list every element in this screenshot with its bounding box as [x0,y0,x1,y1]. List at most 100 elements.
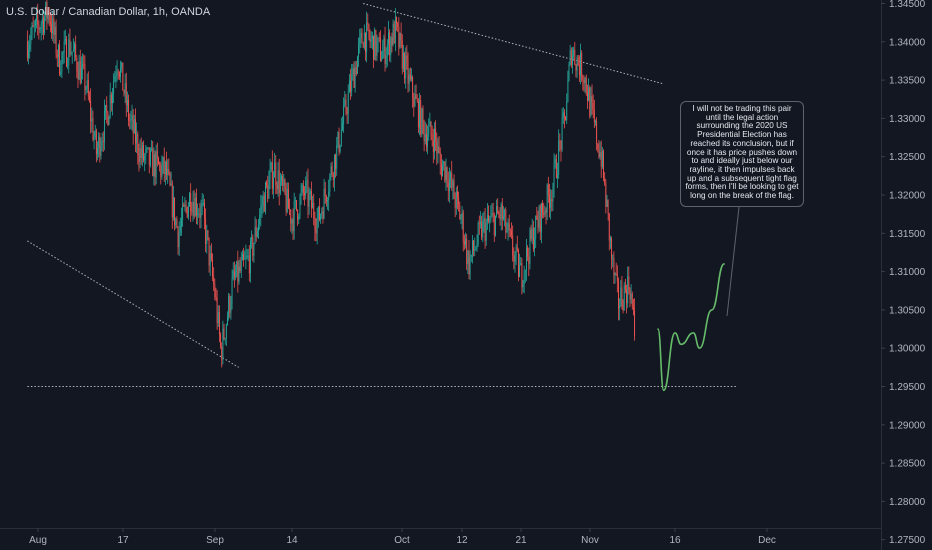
candle-body [132,115,134,134]
trendline[interactable] [363,3,664,85]
candle-body [523,271,525,285]
candle-body [256,231,258,237]
candle-body [516,246,518,250]
price-axis[interactable]: 1.34500 1.34000 1.33500 1.33000 1.32500 1.320… [881,0,926,546]
candle-body [72,49,74,52]
candle-body [459,205,461,220]
candle-body [91,118,93,122]
candle-body [359,36,361,45]
candle-body [260,205,262,215]
candle-body [598,148,600,158]
candle-body [315,229,317,234]
candle-body [419,100,420,128]
candle-body [554,159,556,164]
candle-body [194,197,196,217]
candle-body [496,206,498,216]
callout-pointer [726,206,740,317]
candle-body [48,11,50,21]
candle-body [614,273,616,276]
candle-body [112,93,113,104]
candle-body [542,203,544,213]
candle-body [398,26,400,48]
candle-body [60,72,62,75]
candle-body [229,296,231,313]
annotation-callout[interactable]: I will not be trading this pair until th… [680,101,804,207]
candle-body [601,151,603,167]
candle-body [39,28,41,30]
candle-body [396,17,397,24]
candle-body [615,273,617,274]
candle-body [600,152,602,167]
candle-body [434,128,435,153]
price-tick-label: 1.33500 [889,76,926,87]
candle-body [285,193,287,212]
candle-body [248,255,250,274]
candle-body [186,207,188,218]
candle-body [515,246,517,255]
candle-body [547,184,549,196]
candle-body [526,247,527,270]
candle-body [371,35,373,40]
candle-body [390,37,392,56]
candle-body [358,44,360,58]
price-tick-label: 1.34500 [889,0,926,10]
candle-body [184,205,186,207]
candle-body [46,2,48,19]
candle-body [94,130,96,138]
candle-body [161,165,163,177]
candle-body [268,179,270,199]
candle-body [527,247,529,257]
candle-body [411,77,412,80]
candle-body [584,77,586,84]
candle-body [481,221,483,238]
time-axis[interactable]: Aug 17 Sep 14 Oct 12 21 Nov 16 Dec [29,528,776,546]
candle-body [560,141,562,150]
candle-body [631,293,633,307]
candle-body [316,218,318,234]
candle-body [384,37,386,64]
candle-body [83,63,85,65]
candle-body [294,200,296,201]
candle-body [501,204,503,219]
candle-body [514,254,516,262]
candle-body [567,79,569,102]
price-tick-label: 1.32000 [889,191,926,202]
candle-body [432,140,434,153]
candle-body [379,38,381,61]
candle-body [179,226,181,232]
candle-body [143,145,144,161]
price-tick-label: 1.30500 [889,305,926,316]
candle-body [209,253,211,266]
candle-body [208,237,210,266]
candle-body [413,97,415,107]
trendline[interactable] [27,240,239,368]
candle-body [26,41,28,58]
candle-body [190,193,192,212]
candle-body [64,39,66,42]
projection-path[interactable] [657,263,725,392]
candle-body [499,214,501,220]
candle-body [366,22,368,53]
candle-body [630,293,632,300]
candle-body [519,265,521,277]
candle-body [621,287,623,306]
candle-body [543,212,545,215]
candle-body [207,230,209,238]
candle-body [141,145,143,158]
candle-body [160,164,162,177]
candle-body [307,180,309,207]
candle-body [253,243,255,256]
candle-body [233,270,235,277]
candle-body [427,136,429,147]
candle-body [462,212,464,242]
candle-body [95,130,97,155]
candle-body [243,254,245,260]
candle-body [339,144,341,152]
candle-body [68,39,70,65]
candle-body [566,101,568,121]
candle-body [582,79,584,81]
candle-body [254,226,256,244]
candle-body [107,112,109,126]
candle-body [182,204,184,220]
